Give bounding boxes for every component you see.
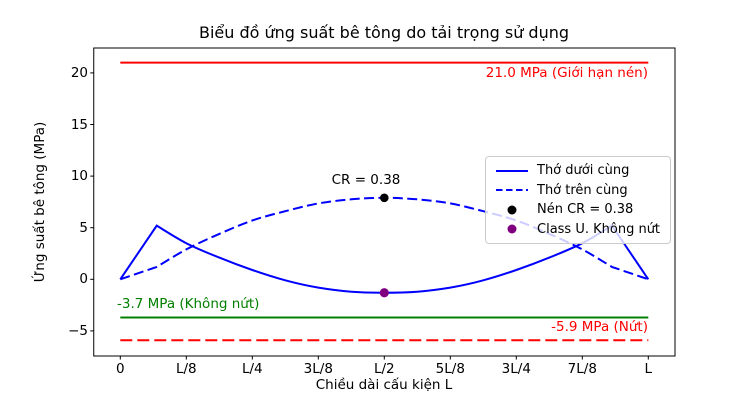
x-tick-label: L/4	[241, 361, 263, 377]
legend-item-label: Thớ trên cùng	[537, 182, 628, 198]
legend-item: Class U. Không nứt	[495, 220, 661, 240]
legend-solid-line-icon	[496, 169, 528, 172]
legend-item: Thớ trên cùng	[495, 181, 661, 201]
x-tick-label: 0	[116, 361, 125, 377]
y-tick-label: −5	[68, 322, 88, 339]
marker-point-compression-check	[380, 193, 389, 203]
no-crack-limit-annotation: -3.7 MPa (Không nứt)	[117, 296, 260, 312]
legend-item-label: Nén CR = 0.38	[537, 202, 634, 218]
x-tick-label: 7L/8	[567, 361, 597, 377]
y-tick-label: 0	[79, 271, 88, 288]
x-tick-label: L	[644, 361, 653, 377]
x-tick-label: 5L/8	[435, 361, 465, 377]
marker-point-class-u-check	[379, 288, 389, 298]
x-tick-label: L/2	[373, 361, 395, 377]
legend-dashed-line-icon	[496, 189, 528, 192]
y-tick-label: 10	[70, 168, 88, 185]
legend-item: Nén CR = 0.38	[495, 200, 661, 220]
legend-marker-icon	[507, 205, 517, 215]
cr-point-annotation: CR = 0.38	[331, 172, 401, 188]
x-tick-label: L/8	[175, 361, 197, 377]
compression-limit-annotation: 21.0 MPa (Giới hạn nén)	[485, 65, 648, 81]
x-tick-label: 3L/4	[501, 361, 531, 377]
legend-item-label: Thớ dưới cùng	[537, 163, 630, 179]
y-tick-label: 20	[70, 64, 88, 81]
chart-title: Biểu đồ ứng suất bê tông do tải trọng sử…	[198, 23, 570, 42]
x-tick-label: 3L/8	[303, 361, 333, 377]
x-axis-label: Chiều dài cấu kiện L	[315, 377, 453, 393]
y-tick-label: 15	[70, 116, 88, 133]
legend-item-label: Class U. Không nứt	[537, 221, 661, 237]
y-tick-label: 5	[79, 219, 88, 236]
legend-marker-icon	[507, 224, 517, 234]
y-axis-label: Ứng suất bê tông (MPa)	[32, 121, 48, 283]
legend-item: Thớ dưới cùng	[495, 161, 661, 181]
crack-limit-annotation: -5.9 MPa (Nứt)	[551, 319, 648, 335]
chart-legend: Thớ dưới cùng Thớ trên cùng Nén CR = 0.38 C…	[485, 156, 671, 244]
